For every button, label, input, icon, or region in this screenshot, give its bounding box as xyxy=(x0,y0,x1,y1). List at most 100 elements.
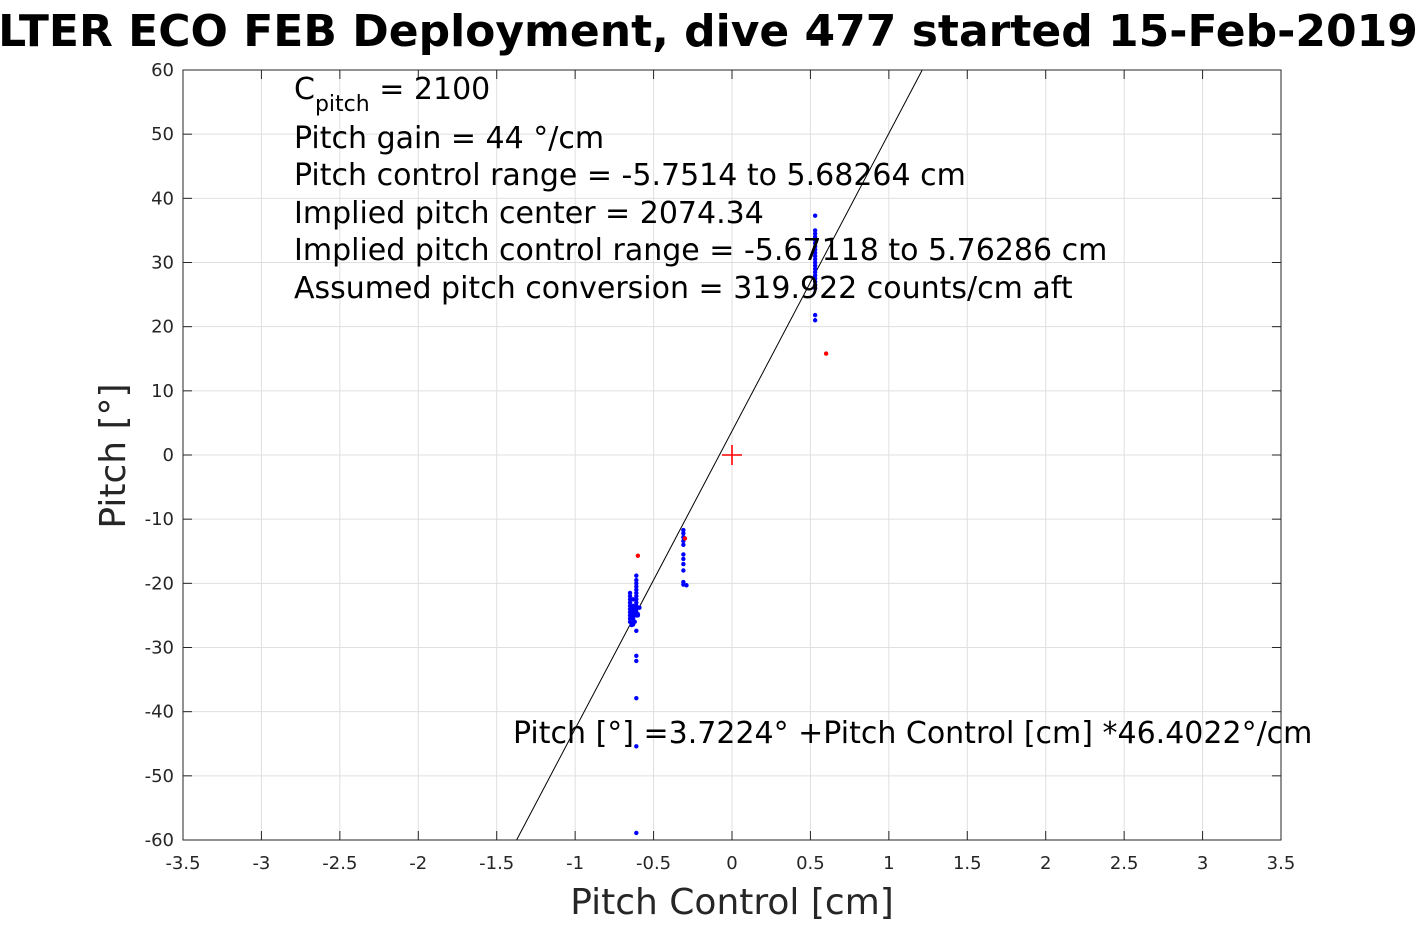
data-point xyxy=(634,584,639,589)
data-point xyxy=(634,744,639,749)
c-pitch-symbol: C xyxy=(294,72,315,107)
data-point xyxy=(634,830,639,836)
data-point xyxy=(812,312,818,318)
data-point xyxy=(812,231,818,236)
data-point xyxy=(637,605,642,610)
data-point xyxy=(627,606,633,612)
data-point xyxy=(627,610,633,615)
data-point xyxy=(812,257,818,262)
data-point xyxy=(812,234,818,240)
x-tick-label: -1 xyxy=(566,853,584,874)
data-point xyxy=(630,606,636,612)
x-tick-label: -2.5 xyxy=(322,853,357,874)
data-points xyxy=(627,213,829,836)
y-tick-label: -30 xyxy=(145,638,174,659)
data-point xyxy=(812,318,818,323)
x-tick-label: 1.5 xyxy=(953,853,982,874)
data-point xyxy=(681,556,686,562)
data-point xyxy=(634,581,639,586)
data-point xyxy=(684,583,689,588)
data-point xyxy=(681,552,686,557)
data-point xyxy=(632,619,637,625)
data-point xyxy=(682,536,688,541)
data-point xyxy=(634,593,639,599)
data-point xyxy=(627,616,633,621)
y-tick-label: 30 xyxy=(151,253,174,274)
c-pitch-subscript: pitch xyxy=(315,92,370,117)
y-tick-label: -40 xyxy=(145,702,174,723)
annotation-line: Pitch gain = 44 °/cm xyxy=(294,121,604,156)
data-point xyxy=(630,613,636,618)
chart-title: LTER ECO FEB Deployment, dive 477 starte… xyxy=(0,6,1417,57)
data-point xyxy=(635,553,641,558)
data-point xyxy=(812,269,818,275)
y-tick-label: 10 xyxy=(151,381,174,402)
data-point xyxy=(681,542,686,548)
x-tick-labels: -3.5 -3 -2.5 -2 -1.5 -1 -0.5 0 0.5 1 1.5 2 2.5 3 3.5 xyxy=(165,853,1295,874)
x-tick-label: -3.5 xyxy=(165,853,200,874)
data-point xyxy=(634,573,639,578)
data-point xyxy=(812,228,818,233)
data-point xyxy=(812,250,818,256)
y-axis-label: Pitch [°] xyxy=(93,383,134,528)
data-point xyxy=(812,253,818,259)
data-point xyxy=(812,247,818,252)
data-point xyxy=(627,613,633,618)
center-marker xyxy=(722,445,742,465)
data-point xyxy=(627,590,633,596)
data-point xyxy=(627,603,633,608)
data-point xyxy=(812,282,818,288)
data-point xyxy=(634,587,639,592)
x-axis-label: Pitch Control [cm] xyxy=(570,882,894,923)
data-point xyxy=(681,527,686,533)
data-point xyxy=(812,266,818,272)
data-point xyxy=(634,597,639,602)
data-point xyxy=(634,695,639,701)
y-tick-label: 50 xyxy=(151,124,174,145)
x-tick-label: 3.5 xyxy=(1267,853,1296,874)
data-point xyxy=(634,628,639,634)
data-point xyxy=(812,279,818,284)
y-tick-label: 40 xyxy=(151,188,174,209)
data-point xyxy=(634,600,639,605)
x-tick-label: 0.5 xyxy=(796,853,825,874)
y-tick-label: -20 xyxy=(145,573,174,594)
c-pitch-annotation: Cpitch = 2100 xyxy=(294,72,490,117)
grid xyxy=(182,69,1282,841)
annotation-line: Assumed pitch conversion = 319.922 count… xyxy=(294,271,1073,306)
data-point xyxy=(630,610,636,615)
data-point xyxy=(634,590,639,596)
data-point xyxy=(630,597,636,602)
data-point xyxy=(681,561,686,567)
data-point xyxy=(635,611,641,617)
data-point xyxy=(630,603,636,608)
c-pitch-value: = 2100 xyxy=(370,72,491,107)
x-tick-label: 2.5 xyxy=(1110,853,1139,874)
y-tick-labels: -60 -50 -40 -30 -20 -10 0 10 20 30 40 50 60 xyxy=(145,60,174,851)
y-tick-label: -50 xyxy=(145,766,174,787)
data-point xyxy=(627,600,633,605)
x-tick-label: 0 xyxy=(726,853,737,874)
annotation-line: Pitch control range = -5.7514 to 5.68264… xyxy=(294,158,966,193)
x-tick-label: -3 xyxy=(252,853,270,874)
x-tick-label: -0.5 xyxy=(636,853,671,874)
data-point xyxy=(634,577,639,583)
data-point xyxy=(823,351,829,356)
data-point xyxy=(634,653,639,659)
data-point xyxy=(812,237,818,243)
y-tick-label: -60 xyxy=(145,830,174,851)
data-point xyxy=(812,260,818,265)
y-tick-label: 20 xyxy=(151,317,174,338)
fit-equation: Pitch [°] =3.7224° +Pitch Control [cm] *… xyxy=(513,716,1312,751)
fit-line xyxy=(516,69,923,841)
data-point xyxy=(634,658,639,664)
data-point xyxy=(629,622,634,628)
x-tick-label: 3 xyxy=(1197,853,1208,874)
data-point xyxy=(812,273,818,278)
x-tick-label: -2 xyxy=(409,853,427,874)
data-point xyxy=(812,285,818,291)
data-point xyxy=(812,263,818,268)
data-point xyxy=(681,568,686,573)
annotation-line: Implied pitch control range = -5.67118 t… xyxy=(294,233,1107,268)
data-point xyxy=(812,276,818,281)
